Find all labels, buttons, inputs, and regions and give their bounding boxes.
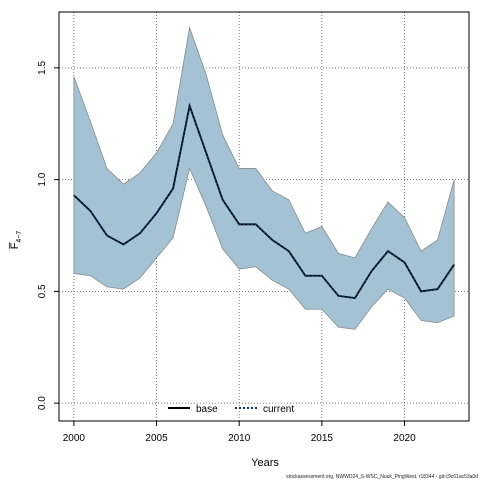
- legend: base current: [168, 404, 294, 415]
- y-tick-label: 1.0: [37, 172, 48, 186]
- y-axis-title-subscript: 4−7: [16, 231, 23, 243]
- y-axis-title: F̅4−7: [9, 231, 23, 250]
- plot-frame: [58, 11, 470, 422]
- x-tick-label: 2010: [228, 433, 251, 444]
- footnote: stockassessment.org, NWWD24_S-WSC_Nuuk_P…: [286, 474, 478, 480]
- y-axis-title-main: F̅: [9, 242, 21, 250]
- y-axis: 0.0 0.5 1.0 1.5: [37, 60, 59, 410]
- x-axis: 2000 2005 2010 2015 2020: [63, 421, 416, 444]
- y-tick-label: 0.5: [37, 284, 48, 298]
- legend-label-base: base: [196, 404, 218, 415]
- x-tick-label: 2005: [145, 433, 168, 444]
- x-tick-label: 2020: [393, 433, 416, 444]
- svg-text:F̅4−7: F̅4−7: [9, 231, 23, 250]
- x-axis-title: Years: [251, 457, 279, 469]
- x-tick-label: 2000: [63, 433, 86, 444]
- y-tick-label: 1.5: [37, 60, 48, 74]
- legend-label-current: current: [263, 404, 294, 415]
- series-line-current: [73, 102, 455, 300]
- y-tick-label: 0.0: [37, 396, 48, 410]
- x-tick-label: 2015: [311, 433, 334, 444]
- confidence-band: [73, 26, 455, 330]
